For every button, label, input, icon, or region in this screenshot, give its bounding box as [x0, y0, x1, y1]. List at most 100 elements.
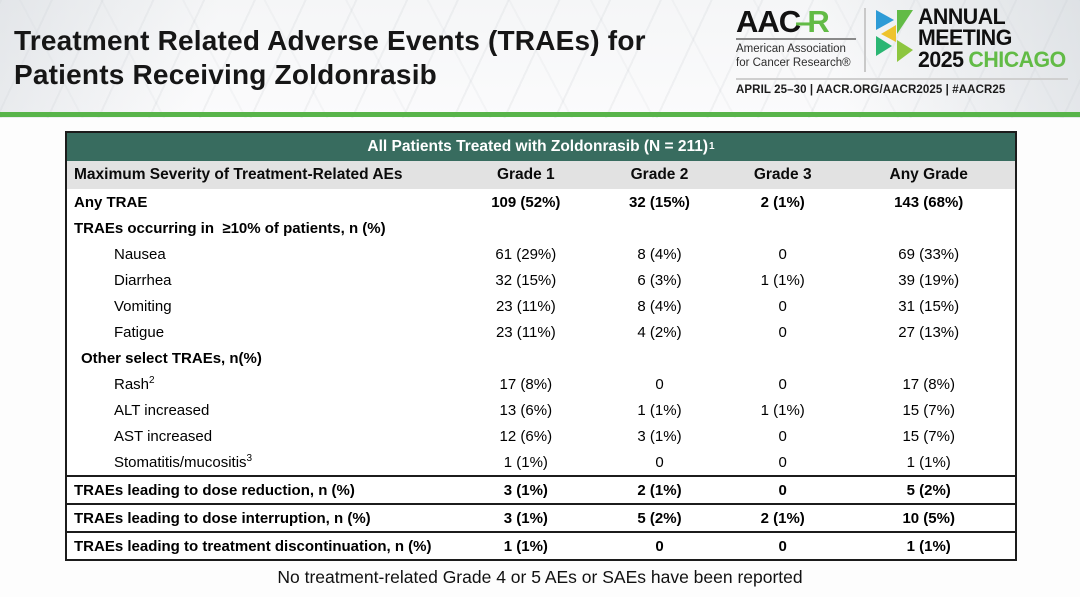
meeting-city: CHICAGO — [968, 46, 1066, 72]
any-grade-cell: 31 (15%) — [898, 297, 960, 315]
row-label: Any TRAE — [74, 193, 148, 211]
grade1-cell: 13 (6%) — [499, 401, 553, 419]
row-label-cell: TRAEs occurring in ≥10% of patients, n (… — [67, 220, 456, 237]
table-row: TRAEs leading to dose interruption, n (%… — [67, 503, 1015, 531]
grade1-cell: 12 (6%) — [499, 427, 553, 445]
row-label-cell: TRAEs leading to dose interruption, n (%… — [67, 510, 456, 527]
aacr-org-name-line2: for Cancer Research® — [736, 57, 851, 69]
grade3-cell: 0 — [778, 297, 787, 315]
row-label: Stomatitis/mucositis — [114, 453, 247, 471]
any-grade-cell: 69 (33%) — [898, 245, 960, 263]
table-row: TRAEs leading to dose reduction, n (%) 3… — [67, 475, 1015, 503]
row-label: TRAEs occurring in ≥10% of patients, n (… — [74, 219, 386, 237]
grade2-cell: 5 (2%) — [637, 509, 682, 527]
grade3-cell: 0 — [778, 323, 787, 341]
aacr-letters-black: AAC — [736, 4, 801, 39]
row-label-cell: Other select TRAEs, n(%) — [67, 350, 456, 367]
grade3-cell: 0 — [778, 537, 787, 555]
grade1-cell: 61 (29%) — [495, 245, 557, 263]
any-grade-cell: 15 (7%) — [902, 401, 955, 419]
annual-meeting-logo: ANNUAL MEETING 2025 CHICAGO — [918, 4, 1070, 72]
row-label-cell: Fatigue — [67, 324, 456, 341]
any-grade-cell: 39 (19%) — [898, 271, 960, 289]
row-label-cell: TRAEs leading to treatment discontinuati… — [67, 538, 456, 555]
grade3-cell: 1 (1%) — [760, 271, 805, 289]
table-row: TRAEs leading to treatment discontinuati… — [67, 531, 1015, 559]
annual-meeting-line1: ANNUAL — [918, 4, 1006, 29]
grade3-cell: 0 — [778, 427, 787, 445]
grade3-cell: 0 — [778, 375, 787, 393]
any-grade-cell: 17 (8%) — [902, 375, 955, 393]
any-grade-cell: 27 (13%) — [898, 323, 960, 341]
slide-footnote: No treatment-related Grade 4 or 5 AEs or… — [277, 567, 803, 587]
grade2-cell: 0 — [655, 375, 664, 393]
grade2-cell: 8 (4%) — [637, 245, 682, 263]
grade1-cell: 3 (1%) — [503, 481, 548, 499]
any-grade-cell: 1 (1%) — [906, 453, 951, 471]
grade2-cell: 4 (2%) — [637, 323, 682, 341]
aacr-org-name: American Association for Cancer Research… — [736, 43, 856, 70]
column-header-4: Any Grade — [889, 166, 968, 183]
table-row: ALT increased 13 (6%) 1 (1%) 1 (1%) 15 (… — [67, 397, 1015, 423]
aacr-org-name-line1: American Association — [736, 43, 846, 56]
title-underline — [0, 112, 1080, 117]
row-label-cell: AST increased — [67, 428, 456, 445]
row-label-superscript: 3 — [246, 452, 253, 464]
table-row: Diarrhea 32 (15%) 6 (3%) 1 (1%) 39 (19%) — [67, 267, 1015, 293]
row-label: Nausea — [114, 245, 166, 263]
table-row: Vomiting 23 (11%) 8 (4%) 0 31 (15%) — [67, 293, 1015, 319]
grade1-cell: 1 (1%) — [503, 453, 548, 471]
table-row: TRAEs occurring in ≥10% of patients, n (… — [67, 215, 1015, 241]
row-label-cell: Vomiting — [67, 298, 456, 315]
row-label: Vomiting — [114, 297, 172, 315]
aacr-logo-block: AAC–R American Association for Cancer Re… — [736, 4, 1070, 96]
row-label: Fatigue — [114, 323, 165, 341]
row-label-cell: Nausea — [67, 246, 456, 263]
slide-header: Treatment Related Adverse Events (TRAEs)… — [0, 0, 1080, 118]
row-label: AST increased — [114, 427, 213, 445]
meeting-info-strip: APRIL 25–30 | AACR.ORG/AACR2025 | #AACR2… — [736, 84, 1006, 96]
column-header-2: Grade 2 — [630, 166, 689, 183]
row-label: Diarrhea — [114, 271, 172, 289]
table-row: Any TRAE 109 (52%) 32 (15%) 2 (1%) 143 (… — [67, 189, 1015, 215]
table-row: Stomatitis/mucositis3 1 (1%) 0 0 1 (1%) — [67, 449, 1015, 475]
grade3-cell: 0 — [778, 453, 787, 471]
grade2-cell: 6 (3%) — [637, 271, 682, 289]
slide-title: Treatment Related Adverse Events (TRAEs)… — [14, 24, 646, 93]
row-label-cell: Rash2 — [67, 375, 456, 393]
grade2-cell: 8 (4%) — [637, 297, 682, 315]
grade1-cell: 1 (1%) — [503, 537, 548, 555]
row-label: ALT increased — [114, 401, 210, 419]
any-grade-cell: 143 (68%) — [894, 193, 964, 211]
meeting-year: 2025 — [918, 46, 964, 72]
aacr-logo-row: AAC–R American Association for Cancer Re… — [736, 4, 1070, 72]
row-label-cell: Stomatitis/mucositis3 — [67, 452, 456, 471]
column-header-1: Grade 1 — [496, 166, 555, 183]
any-grade-cell: 15 (7%) — [902, 427, 955, 445]
row-label-cell: TRAEs leading to dose reduction, n (%) — [67, 482, 456, 499]
slide-title-line2: Patients Receiving Zoldonrasib — [14, 59, 437, 91]
logo-vertical-divider — [864, 8, 866, 72]
grade1-cell: 23 (11%) — [495, 297, 556, 315]
logo-horizontal-divider — [736, 78, 1068, 80]
row-label-cell: Any TRAE — [67, 194, 456, 211]
grade1-cell: 23 (11%) — [495, 323, 556, 341]
trae-table: All Patients Treated with Zoldonrasib (N… — [65, 131, 1017, 561]
table-title-bar: All Patients Treated with Zoldonrasib (N… — [67, 133, 1015, 161]
grade3-cell: 2 (1%) — [760, 193, 805, 211]
row-label: TRAEs leading to dose reduction, n (%) — [74, 481, 355, 499]
row-label-cell: Diarrhea — [67, 272, 456, 289]
aacr-wordmark: AAC–R — [736, 4, 856, 39]
annual-meeting-year-city: 2025 CHICAGO — [918, 46, 1066, 72]
row-label: TRAEs leading to dose interruption, n (%… — [74, 509, 371, 527]
grade2-cell: 3 (1%) — [637, 427, 682, 445]
grade1-cell: 109 (52%) — [491, 193, 561, 211]
grade1-cell: 17 (8%) — [499, 375, 553, 393]
grade2-cell: 0 — [655, 537, 664, 555]
grade3-cell: 1 (1%) — [760, 401, 805, 419]
table-row: AST increased 12 (6%) 3 (1%) 0 15 (7%) — [67, 423, 1015, 449]
table-row: Fatigue 23 (11%) 4 (2%) 0 27 (13%) — [67, 319, 1015, 345]
grade3-cell: 2 (1%) — [760, 509, 805, 527]
row-label: TRAEs leading to treatment discontinuati… — [74, 537, 432, 555]
aacr-org-logo: AAC–R American Association for Cancer Re… — [736, 4, 856, 71]
